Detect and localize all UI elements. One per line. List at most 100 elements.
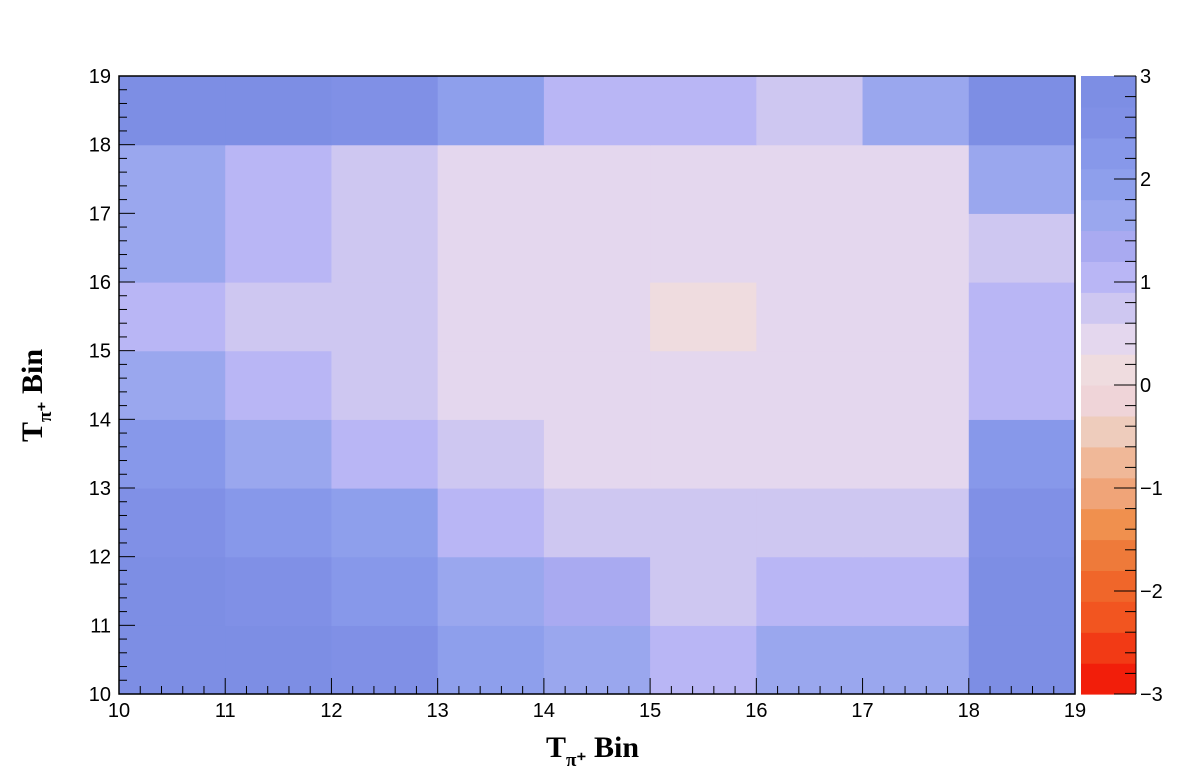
heatmap-cell bbox=[862, 625, 970, 695]
heatmap-cell bbox=[756, 144, 864, 214]
heatmap-cell bbox=[119, 76, 226, 146]
plot-frame bbox=[118, 75, 1076, 695]
x-tick-label: 15 bbox=[639, 700, 661, 722]
heatmap-cell bbox=[968, 350, 1076, 420]
heatmap-cell bbox=[968, 144, 1076, 214]
heatmap-cell bbox=[119, 419, 226, 489]
heatmap-cell bbox=[756, 213, 864, 283]
heatmap-cell bbox=[225, 556, 333, 626]
heatmap-cell bbox=[650, 144, 757, 214]
heatmap-cell bbox=[862, 213, 970, 283]
heatmap-cell bbox=[756, 625, 864, 695]
heatmap-cell bbox=[756, 282, 864, 352]
color-bar-level bbox=[1081, 292, 1136, 324]
heatmap-cell bbox=[862, 76, 970, 146]
heatmap-cell bbox=[650, 282, 757, 352]
color-bar-level bbox=[1081, 261, 1136, 293]
color-bar-level bbox=[1081, 76, 1136, 108]
color-bar-level bbox=[1081, 230, 1136, 262]
x-axis: 10 11 12 13 14 15 16 17 18 19 bbox=[108, 678, 1086, 722]
heatmap-cell bbox=[543, 556, 651, 626]
y-tick-label: 13 bbox=[89, 478, 111, 500]
heatmap-cell bbox=[119, 282, 226, 352]
heatmap-cell bbox=[225, 625, 333, 695]
heatmap-cell bbox=[119, 350, 226, 420]
color-bar-level bbox=[1081, 508, 1136, 541]
heatmap-cell bbox=[650, 488, 757, 558]
x-axis-title-sub: π⁺ bbox=[566, 750, 586, 771]
heatmap-cell bbox=[543, 144, 651, 214]
color-bar-level bbox=[1081, 663, 1136, 695]
y-tick-label: 11 bbox=[90, 615, 111, 637]
heatmap-cell bbox=[119, 625, 226, 695]
heatmap-cell bbox=[650, 419, 757, 489]
heatmap-cell bbox=[437, 213, 545, 283]
heatmap-cell bbox=[543, 350, 651, 420]
y-tick-label: 10 bbox=[89, 684, 111, 706]
heatmap-cell bbox=[331, 350, 439, 420]
heatmap-cell bbox=[968, 556, 1076, 626]
x-tick-label: 19 bbox=[1064, 700, 1086, 722]
y-tick-label: 19 bbox=[89, 66, 111, 88]
heatmap-cell bbox=[331, 625, 439, 695]
color-bar-level bbox=[1081, 323, 1136, 355]
heatmap-cell bbox=[756, 488, 864, 558]
heatmap-cell bbox=[331, 213, 439, 283]
heatmap-cell bbox=[650, 213, 757, 283]
heatmap-cell bbox=[437, 625, 545, 695]
z-tick-label: 2 bbox=[1140, 169, 1151, 191]
heatmap-cell bbox=[862, 144, 970, 214]
color-bar-level bbox=[1081, 446, 1136, 479]
x-axis-title-rest: Bin bbox=[586, 731, 639, 764]
heatmap-cell bbox=[437, 282, 545, 352]
heatmap-cell bbox=[968, 282, 1076, 352]
x-tick-label: 14 bbox=[533, 700, 555, 722]
color-bar-level bbox=[1081, 632, 1136, 664]
heatmap-cell bbox=[437, 350, 545, 420]
y-tick-label: 16 bbox=[89, 272, 111, 294]
heatmap-cell bbox=[968, 419, 1076, 489]
color-bar-level bbox=[1081, 385, 1136, 417]
color-bar-level bbox=[1081, 570, 1136, 602]
z-tick-label: 1 bbox=[1140, 272, 1151, 294]
heatmap-cell bbox=[119, 213, 226, 283]
color-bar-level bbox=[1081, 354, 1136, 386]
y-tick-label: 18 bbox=[89, 135, 111, 157]
heatmap-cell bbox=[225, 213, 333, 283]
x-tick-label: 16 bbox=[745, 700, 767, 722]
heatmap-cell bbox=[331, 144, 439, 214]
heatmap-cell bbox=[650, 556, 757, 626]
heatmap-cell bbox=[437, 488, 545, 558]
y-tick-label: 15 bbox=[89, 341, 111, 363]
heatmap-cell bbox=[331, 76, 439, 146]
heatmap-cell bbox=[968, 488, 1076, 558]
heatmap-cell bbox=[331, 488, 439, 558]
x-tick-label: 18 bbox=[958, 700, 980, 722]
heatmap-cell bbox=[119, 556, 226, 626]
z-tick-label: −3 bbox=[1140, 684, 1163, 706]
heatmap-cell bbox=[756, 556, 864, 626]
y-axis-title-sub: π⁺ bbox=[35, 402, 56, 422]
x-tick-label: 12 bbox=[320, 700, 342, 722]
heatmap-cell bbox=[331, 556, 439, 626]
heatmap-cell bbox=[650, 76, 757, 146]
x-tick-label: 10 bbox=[108, 700, 130, 722]
color-bar-level bbox=[1081, 415, 1136, 448]
color-bar bbox=[1081, 76, 1137, 695]
x-axis-title: Tπ⁺ Bin bbox=[546, 731, 639, 771]
heatmap-cell bbox=[225, 144, 333, 214]
heatmap-cell bbox=[437, 144, 545, 214]
heatmap-cell bbox=[119, 144, 226, 214]
x-tick-label: 11 bbox=[215, 700, 236, 722]
y-tick-label: 14 bbox=[89, 409, 111, 431]
y-axis-title: Tπ⁺ Bin bbox=[16, 349, 56, 442]
heatmap-cell bbox=[968, 76, 1076, 146]
heatmap-cell bbox=[543, 76, 651, 146]
color-bar-level bbox=[1081, 539, 1136, 571]
y-axis-title-main: T bbox=[16, 422, 49, 442]
z-tick-label: −1 bbox=[1140, 478, 1163, 500]
x-axis-title-main: T bbox=[546, 731, 566, 764]
heatmap-cell bbox=[862, 556, 970, 626]
heatmap-cell bbox=[543, 625, 651, 695]
